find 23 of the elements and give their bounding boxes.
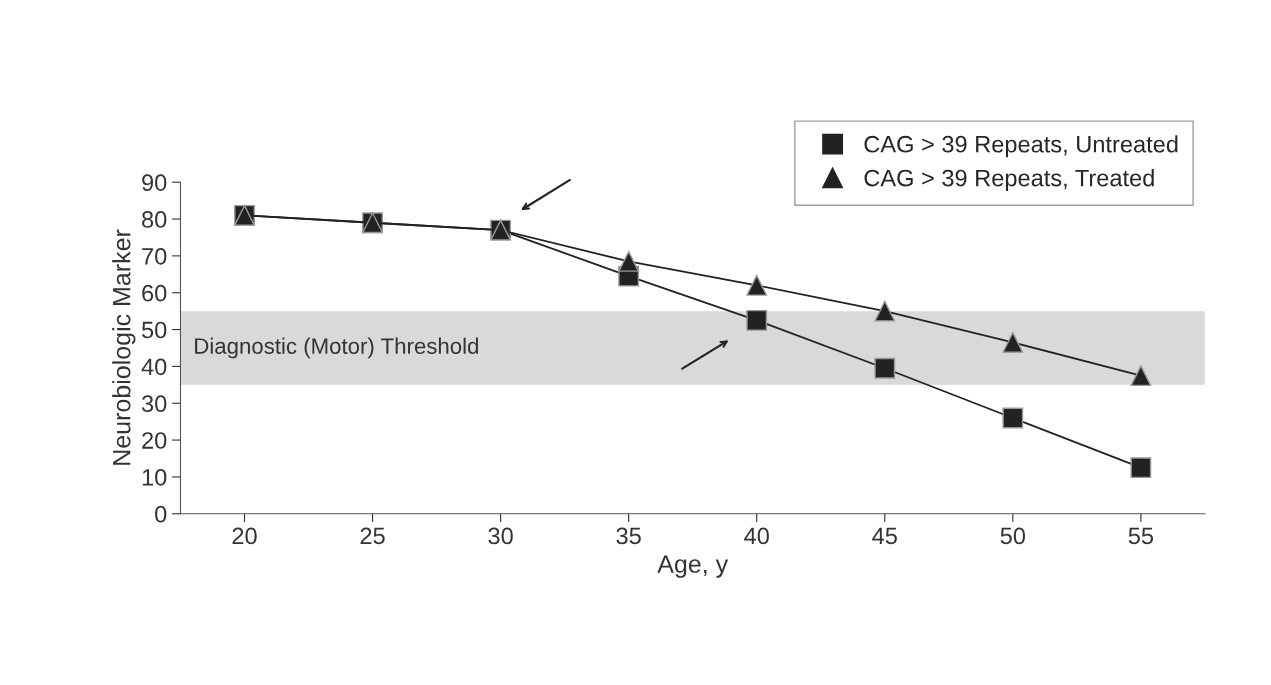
legend-label: CAG > 39 Repeats, Untreated [864, 135, 1178, 158]
y-tick-label: 80 [142, 211, 167, 228]
y-tick-label: 20 [142, 432, 167, 449]
x-tick-label: 45 [872, 527, 897, 545]
band-label: Diagnostic (Motor) Threshold [195, 337, 478, 359]
x-axis-title: Age, y [657, 555, 729, 578]
x-tick-label: 40 [744, 527, 769, 545]
y-tick-label: 90 [142, 174, 167, 191]
x-tick-label: 30 [488, 527, 513, 545]
y-tick-label: 70 [142, 247, 167, 265]
y-tick-label: 60 [142, 284, 167, 302]
x-tick-label: 50 [1000, 527, 1026, 545]
y-tick-label: 0 [155, 505, 167, 523]
x-tick-label: 25 [360, 527, 385, 545]
y-axis-title: Neurobiologic Marker [112, 229, 136, 465]
x-tick-label: 35 [616, 527, 641, 545]
y-tick-label: 40 [141, 358, 167, 376]
x-tick-label: 20 [232, 527, 257, 545]
legend-label: CAG > 39 Repeats, Treated [864, 169, 1154, 192]
y-tick-label: 30 [141, 395, 167, 413]
x-tick-label: 55 [1128, 527, 1154, 545]
y-tick-label: 10 [142, 468, 167, 486]
y-tick-label: 50 [141, 321, 167, 339]
